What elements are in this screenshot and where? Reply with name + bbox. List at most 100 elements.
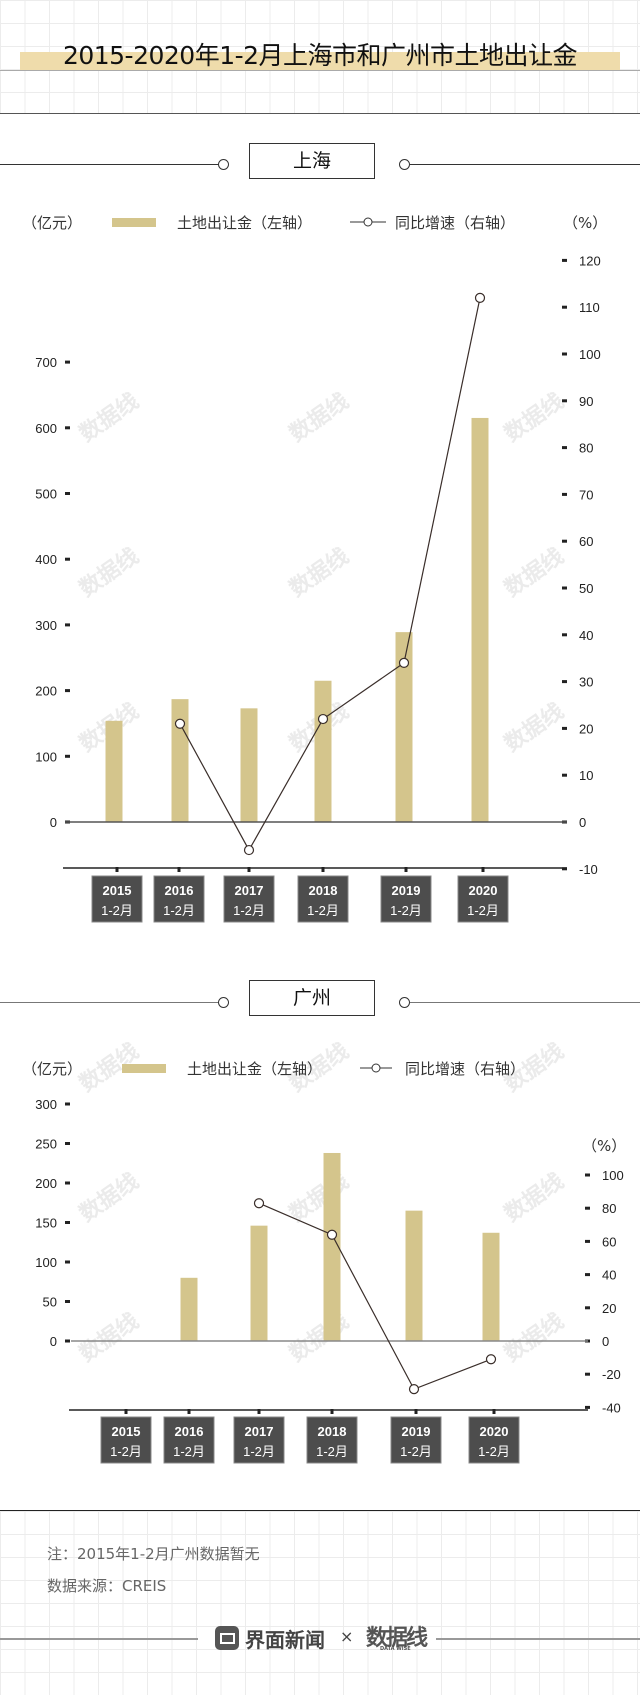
year-label-box [297, 875, 349, 923]
x-axis-tick [330, 1409, 334, 1414]
x-axis-tick [481, 867, 485, 872]
x-axis-tick [492, 1409, 496, 1414]
footer-divider [0, 1510, 640, 1511]
left-axis-tick-label: 400 [35, 552, 57, 567]
x-axis-tick [115, 867, 119, 872]
legend-bar-label: 土地出让金（左轴） [187, 1060, 323, 1078]
right-axis-tick [585, 1405, 590, 1409]
left-axis-tick [65, 1260, 70, 1264]
connector-circle-icon [218, 997, 229, 1008]
period-label: 1-2月 [163, 903, 195, 918]
right-axis-tick [562, 633, 567, 637]
left-axis-tick [65, 623, 70, 627]
bar-2016 [180, 1277, 198, 1341]
growth-point-2019 [398, 657, 410, 668]
year-label: 2019 [402, 1424, 431, 1439]
year-label: 2015 [112, 1424, 141, 1439]
right-axis-tick-label: 20 [579, 721, 593, 736]
period-label: 1-2月 [316, 1444, 348, 1459]
bar-2015 [105, 720, 123, 822]
growth-point-2020 [474, 292, 486, 303]
right-axis-tick-label: 100 [579, 347, 601, 362]
right-axis-tick [562, 539, 567, 543]
right-axis-tick-label: 100 [602, 1168, 624, 1183]
year-label-box [91, 875, 143, 923]
right-axis-tick [562, 586, 567, 590]
right-axis-tick-label: -40 [602, 1400, 621, 1415]
left-axis-tick-label: 100 [35, 1255, 57, 1270]
right-axis-tick [585, 1273, 590, 1277]
right-axis-tick [562, 352, 567, 356]
left-axis-tick-label: 600 [35, 421, 57, 436]
left-axis-tick [65, 754, 70, 758]
right-axis-tick-label: -10 [579, 862, 598, 877]
bar-2017 [240, 708, 258, 822]
right-axis-tick [562, 258, 567, 262]
year-label: 2017 [245, 1424, 274, 1439]
x-axis-tick [414, 1409, 418, 1414]
bar-2016 [171, 699, 189, 822]
title-underline [0, 70, 640, 71]
left-axis-tick [65, 689, 70, 693]
growth-point-2018 [326, 1229, 338, 1240]
left-axis-tick [65, 1102, 70, 1106]
growth-point-2016 [174, 718, 186, 729]
right-axis-tick-label: 120 [579, 253, 601, 268]
right-axis-tick-label: 50 [579, 581, 593, 596]
right-axis-tick [585, 1372, 590, 1376]
right-axis-tick [562, 680, 567, 684]
bar-2019 [405, 1210, 423, 1341]
left-axis-unit: （亿元） [22, 214, 83, 232]
section-title-shanghai: 上海 [249, 143, 375, 179]
x-axis-tick [187, 1409, 191, 1414]
title-highlight-band [20, 52, 620, 70]
legend-bar-label: 土地出让金（左轴） [177, 214, 313, 232]
page-title: 2015-2020年1-2月上海市和广州市土地出让金 [62, 41, 578, 70]
left-axis-tick [65, 492, 70, 495]
section-connector-right [410, 164, 640, 165]
right-axis-tick-label: 30 [579, 675, 593, 690]
section-connector-right [410, 1002, 640, 1003]
period-label: 1-2月 [233, 903, 265, 918]
bar-2018 [323, 1152, 341, 1341]
x-axis-tick [404, 867, 408, 872]
period-label: 1-2月 [243, 1444, 275, 1459]
year-label: 2016 [165, 883, 194, 898]
legend-bar-swatch [122, 1064, 166, 1073]
right-axis-tick [562, 305, 567, 309]
legend-line-marker-icon [360, 1063, 392, 1073]
year-label-box [233, 1416, 285, 1464]
left-axis-tick [65, 1300, 70, 1303]
right-axis-tick-label: 0 [579, 815, 586, 830]
bar-2020 [482, 1232, 500, 1341]
year-label: 2018 [309, 883, 338, 898]
x-axis-tick [177, 867, 181, 872]
year-label-box [390, 1416, 442, 1464]
left-axis-tick-label: 0 [50, 1334, 57, 1349]
left-axis-tick [65, 426, 70, 430]
year-label-box [306, 1416, 358, 1464]
left-axis-tick-label: 300 [35, 1097, 57, 1112]
bar-2020 [471, 417, 489, 822]
year-label: 2015 [103, 883, 132, 898]
left-axis-tick-label: 200 [35, 684, 57, 699]
growth-point-2017 [253, 1198, 265, 1209]
year-label-box [100, 1416, 152, 1464]
year-label-box [223, 875, 275, 923]
left-axis-tick-label: 500 [35, 487, 57, 502]
growth-point-2018 [317, 713, 329, 725]
footer-line-left [0, 1638, 198, 1640]
right-axis-tick-label: -20 [602, 1367, 621, 1382]
left-axis-unit: （亿元） [22, 1060, 83, 1078]
section-connector-left [0, 164, 220, 165]
right-axis-tick [562, 492, 567, 496]
left-axis-tick-label: 300 [35, 618, 57, 633]
jiemian-logo-icon [215, 1626, 239, 1650]
year-label: 2018 [318, 1424, 347, 1439]
times-symbol: × [340, 1627, 354, 1646]
legend-bar-swatch [112, 218, 156, 227]
right-axis-tick-label: 40 [579, 628, 593, 643]
data-source: 数据来源：CREIS [47, 1577, 167, 1595]
period-label: 1-2月 [390, 903, 422, 918]
left-axis-tick-label: 50 [43, 1295, 57, 1310]
